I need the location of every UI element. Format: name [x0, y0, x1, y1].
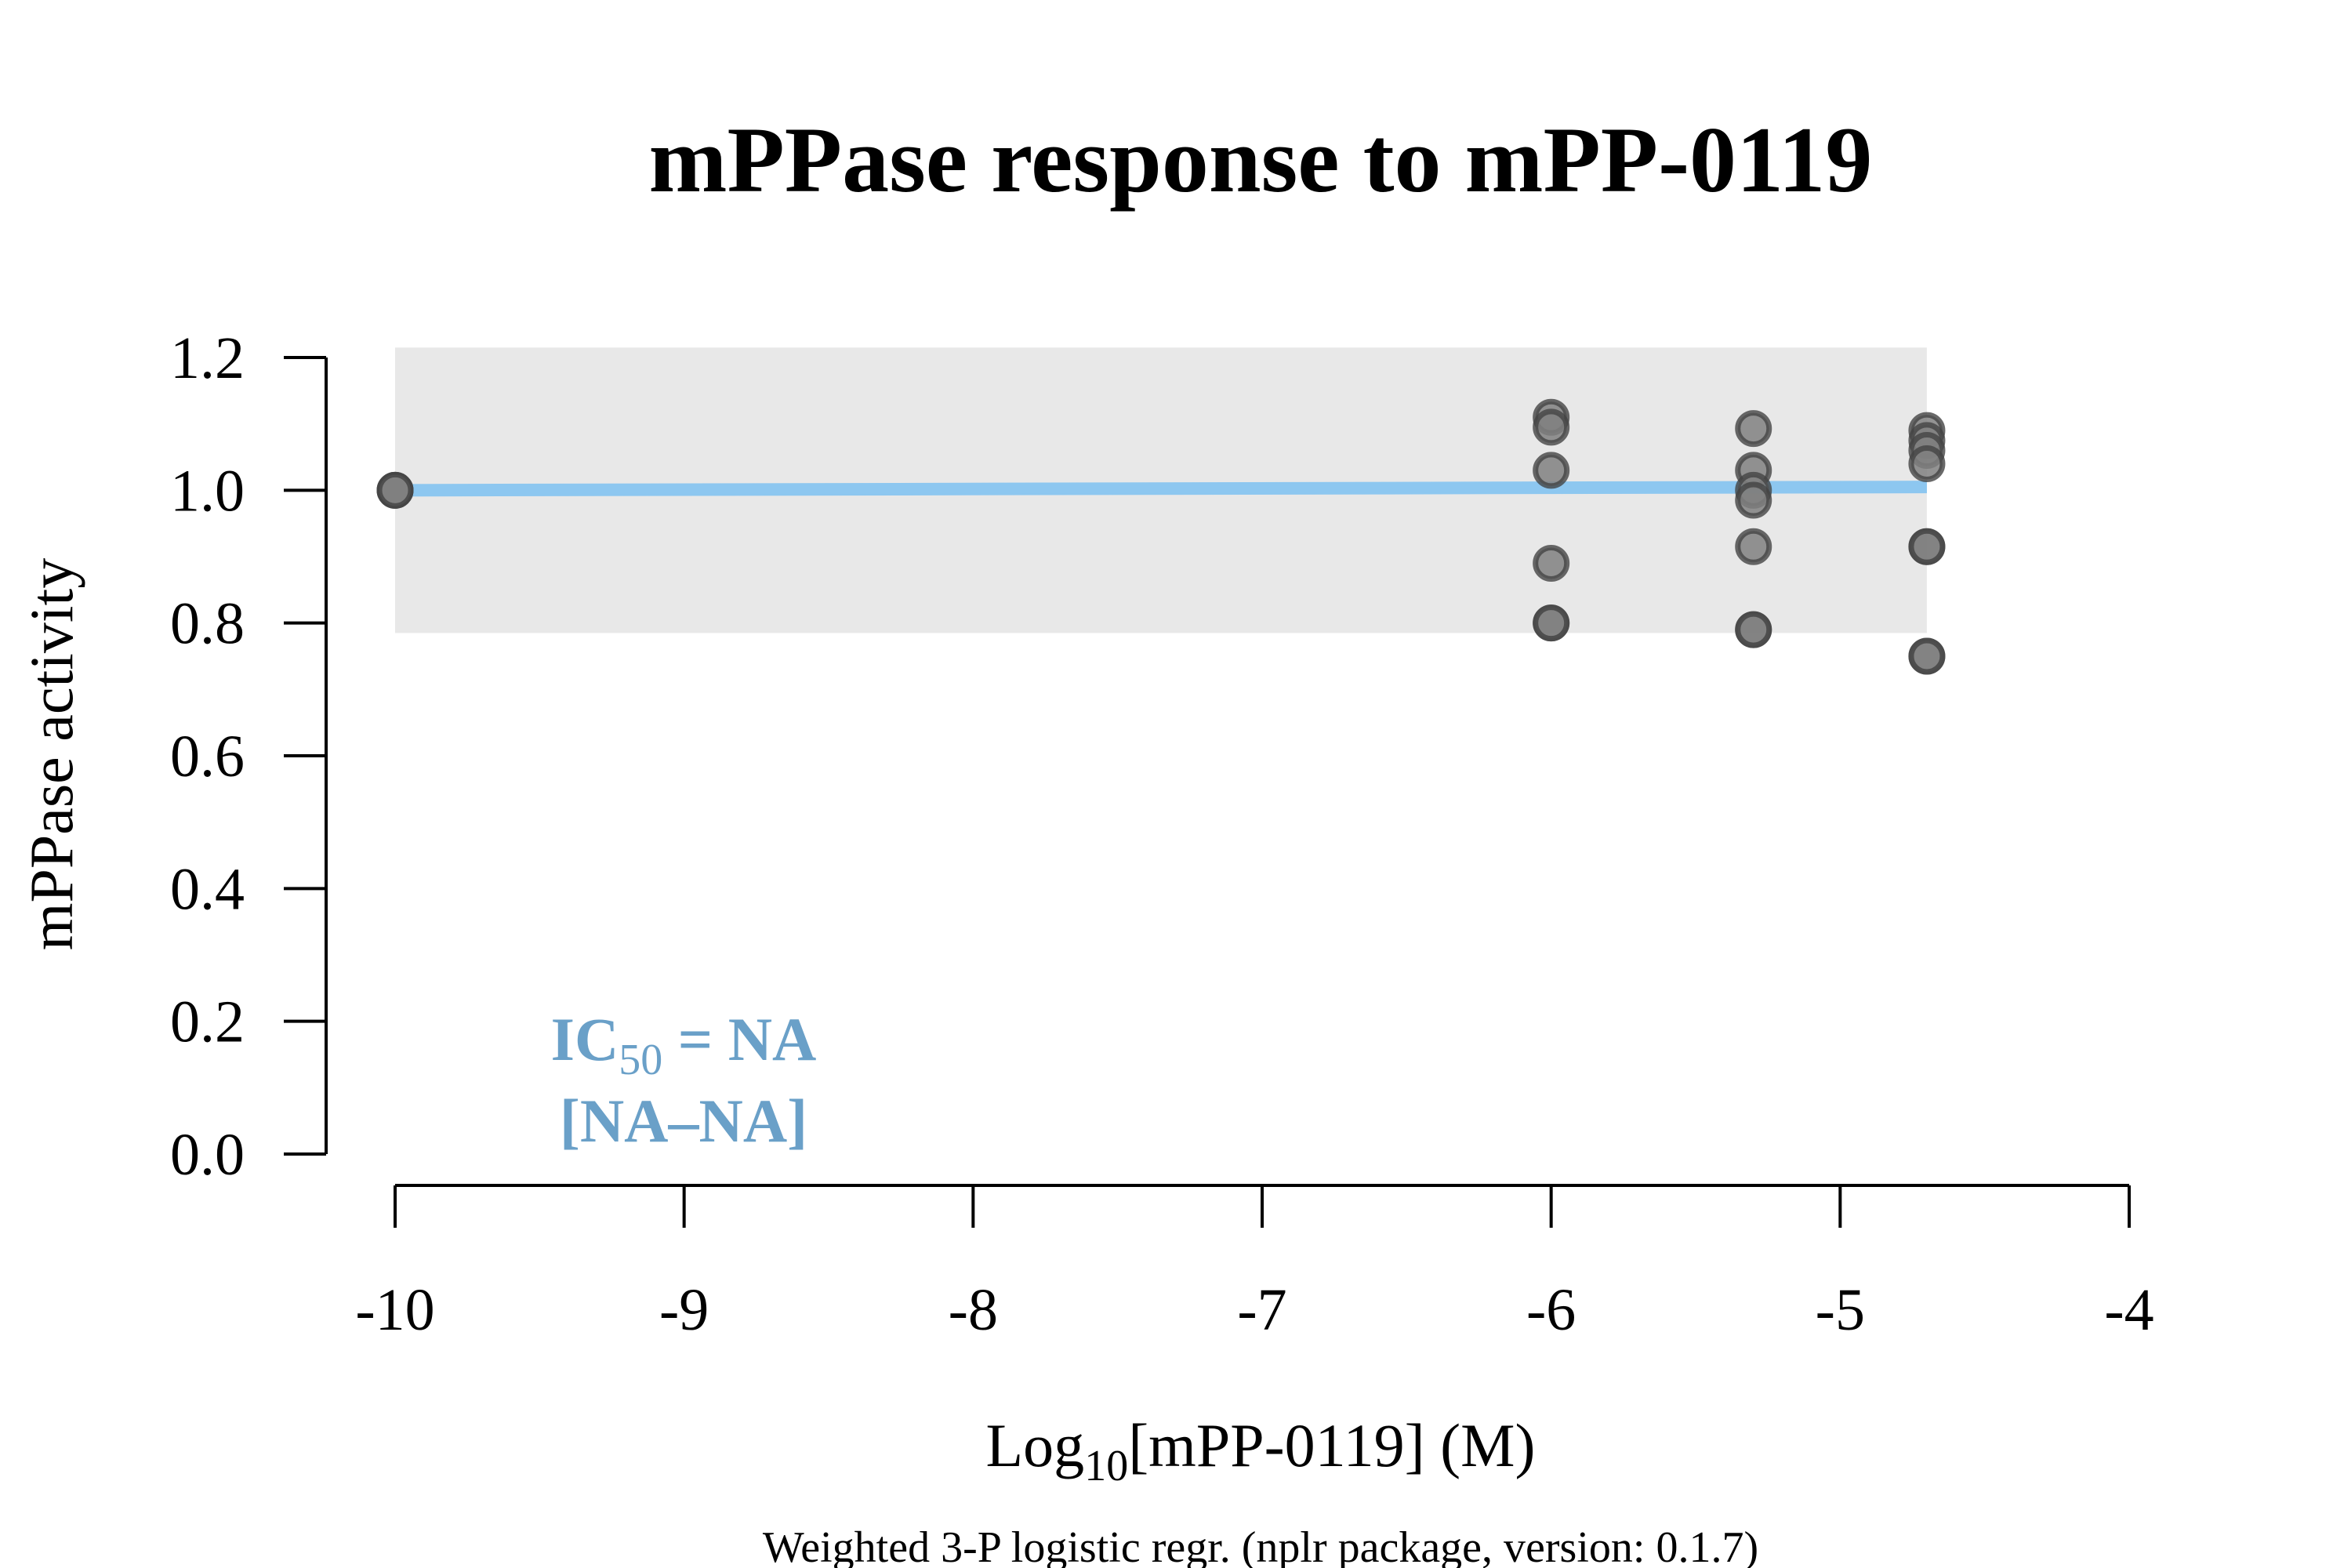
- y-tick-label: 0.6: [170, 724, 245, 789]
- data-point: [1908, 445, 1946, 482]
- data-point: [1735, 481, 1772, 519]
- x-axis: -10 -9 -8 -7 -6 -5 -4: [355, 1184, 2154, 1343]
- ic50-value: = NA: [662, 1005, 816, 1073]
- x-axis-label-prefix: Log: [986, 1411, 1085, 1479]
- y-tick-label: 1.2: [170, 325, 245, 391]
- ic50-annotation-line1: IC50 = NA: [551, 1005, 817, 1084]
- x-axis-label-subscript: 10: [1084, 1442, 1128, 1490]
- data-point: [376, 471, 414, 509]
- data-point: [1533, 452, 1570, 489]
- y-tick-label: 0.8: [170, 591, 245, 657]
- ic50-annotation-line2: [NA–NA]: [560, 1087, 807, 1155]
- x-axis-label-suffix: [mPP-0119] (M): [1128, 1411, 1535, 1479]
- fit-line: [394, 481, 1927, 497]
- chart-title: mPPase response to mPP-0119: [649, 107, 1873, 212]
- y-tick-label: 1.0: [170, 458, 245, 524]
- ic50-label: IC: [551, 1005, 619, 1073]
- x-tick-label: -4: [2104, 1277, 2153, 1343]
- x-tick-label: -9: [659, 1277, 709, 1343]
- data-point: [1735, 528, 1772, 565]
- data-point: [1735, 611, 1772, 648]
- x-tick-label: -6: [1526, 1277, 1576, 1343]
- fit-line-layer: [394, 481, 1927, 497]
- data-point: [1908, 637, 1946, 675]
- data-points-layer: [376, 398, 1946, 675]
- y-tick-label: 0.0: [170, 1122, 245, 1188]
- x-tick-label: -5: [1816, 1277, 1865, 1343]
- y-axis: 0.0 0.2 0.4 0.6 0.8 1.0 1.2: [170, 325, 328, 1188]
- y-tick-label: 0.2: [170, 989, 245, 1055]
- data-point: [1533, 544, 1570, 582]
- y-tick-label: 0.4: [170, 856, 245, 922]
- x-tick-label: -7: [1237, 1277, 1286, 1343]
- ic50-subscript: 50: [619, 1036, 662, 1084]
- x-axis-label: Log10[mPP-0119] (M): [986, 1411, 1536, 1490]
- data-point: [1533, 604, 1570, 642]
- x-tick-label: -10: [355, 1277, 434, 1343]
- chart-footnote: Weighted 3-P logistic regr. (nplr packag…: [763, 1523, 1758, 1568]
- data-point: [1533, 408, 1570, 446]
- x-tick-label: -8: [949, 1277, 998, 1343]
- data-point: [1735, 410, 1772, 448]
- data-point: [1908, 528, 1946, 565]
- y-axis-label: mPPase activity: [17, 558, 85, 950]
